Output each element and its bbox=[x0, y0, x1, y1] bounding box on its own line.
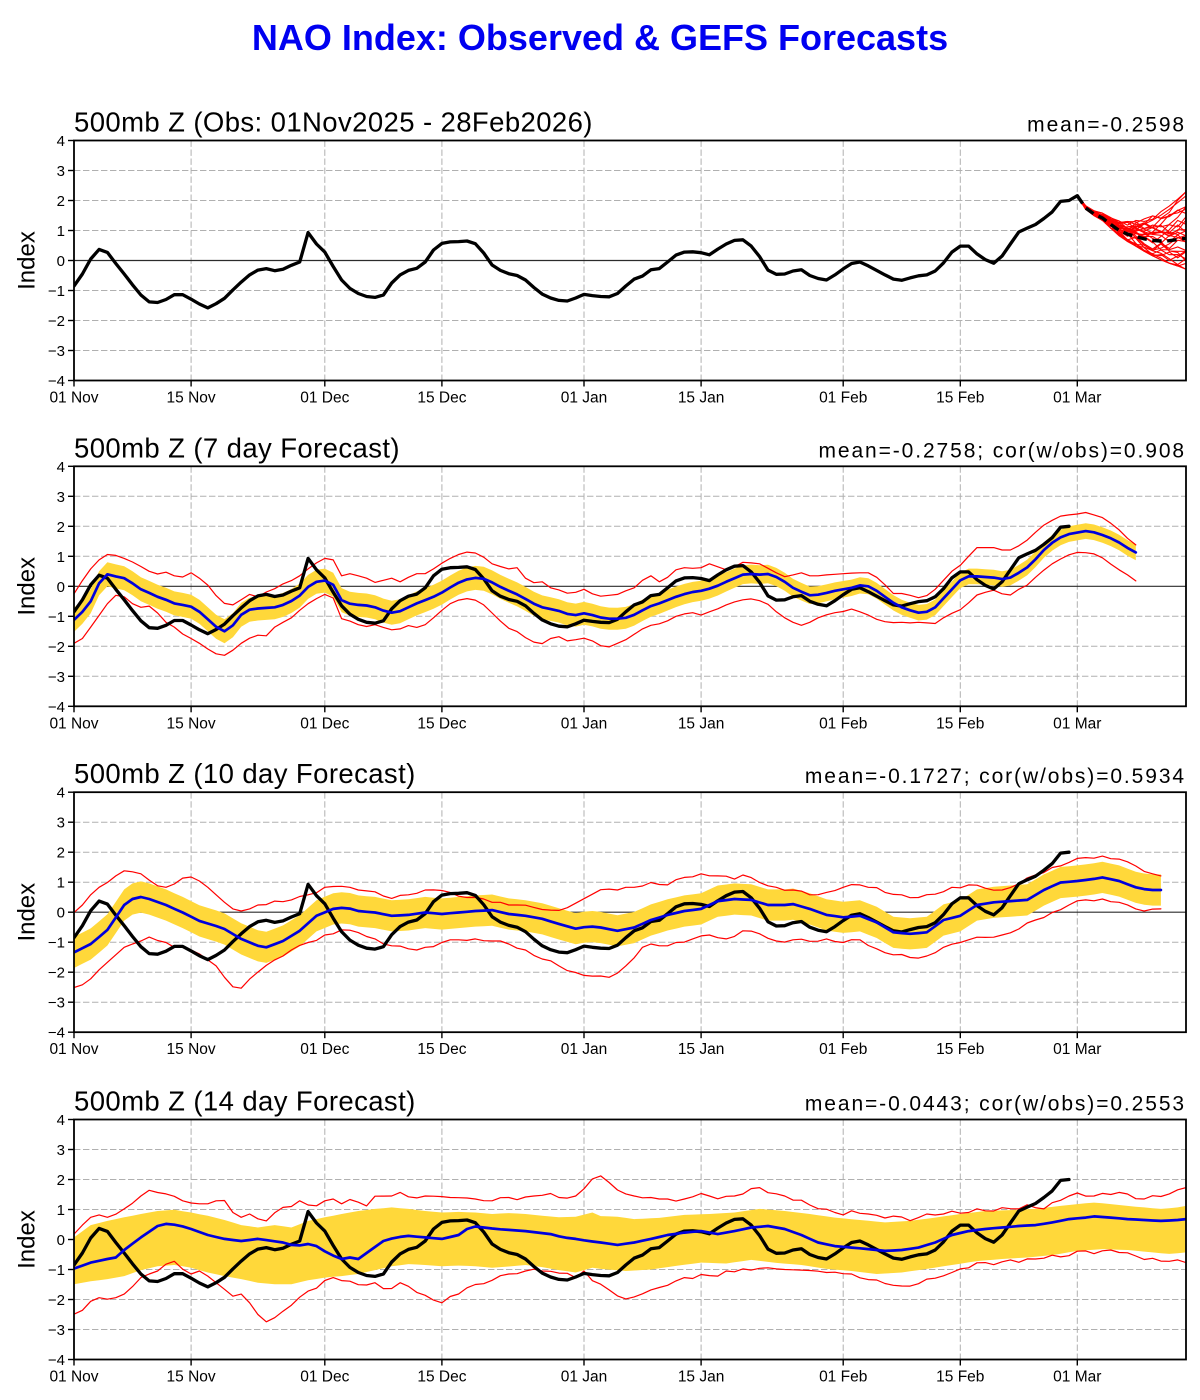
svg-text:500mb Z (14 day Forecast): 500mb Z (14 day Forecast) bbox=[74, 1086, 416, 1117]
svg-text:0: 0 bbox=[57, 253, 65, 270]
svg-text:−1: −1 bbox=[48, 1262, 65, 1279]
svg-text:15 Nov: 15 Nov bbox=[167, 1041, 216, 1058]
svg-text:15 Dec: 15 Dec bbox=[417, 1369, 466, 1386]
svg-text:01 Jan: 01 Jan bbox=[561, 1041, 608, 1058]
svg-text:1: 1 bbox=[57, 223, 65, 240]
svg-text:−3: −3 bbox=[48, 1322, 65, 1339]
svg-text:1: 1 bbox=[57, 875, 65, 892]
svg-text:15 Dec: 15 Dec bbox=[417, 715, 466, 732]
svg-text:15 Feb: 15 Feb bbox=[936, 1041, 984, 1058]
svg-text:500mb Z (7 day Forecast): 500mb Z (7 day Forecast) bbox=[74, 432, 400, 463]
svg-text:01 Nov: 01 Nov bbox=[49, 390, 98, 407]
svg-text:15 Jan: 15 Jan bbox=[678, 1369, 725, 1386]
svg-text:15 Feb: 15 Feb bbox=[936, 1369, 984, 1386]
svg-text:mean=-0.0443; cor(w/obs)=0.255: mean=-0.0443; cor(w/obs)=0.2553 bbox=[805, 1093, 1186, 1116]
svg-text:01 Feb: 01 Feb bbox=[819, 390, 867, 407]
svg-text:0: 0 bbox=[57, 579, 65, 596]
svg-text:3: 3 bbox=[57, 815, 65, 832]
svg-text:mean=-0.1727; cor(w/obs)=0.593: mean=-0.1727; cor(w/obs)=0.5934 bbox=[805, 765, 1186, 788]
svg-text:mean=-0.2598: mean=-0.2598 bbox=[1027, 114, 1186, 137]
svg-text:Index: Index bbox=[14, 557, 41, 616]
svg-text:−2: −2 bbox=[48, 313, 65, 330]
svg-text:NAO Index: Observed & GEFS For: NAO Index: Observed & GEFS Forecasts bbox=[252, 17, 948, 58]
svg-text:1: 1 bbox=[57, 549, 65, 566]
svg-text:−4: −4 bbox=[48, 1352, 65, 1369]
svg-text:3: 3 bbox=[57, 163, 65, 180]
svg-text:−3: −3 bbox=[48, 669, 65, 686]
svg-text:01 Dec: 01 Dec bbox=[300, 390, 349, 407]
svg-text:01 Dec: 01 Dec bbox=[300, 1369, 349, 1386]
svg-text:mean=-0.2758; cor(w/obs)=0.908: mean=-0.2758; cor(w/obs)=0.908 bbox=[818, 439, 1186, 462]
svg-text:01 Feb: 01 Feb bbox=[819, 1041, 867, 1058]
svg-text:2: 2 bbox=[57, 193, 65, 210]
svg-text:15 Feb: 15 Feb bbox=[936, 390, 984, 407]
svg-text:15 Dec: 15 Dec bbox=[417, 390, 466, 407]
svg-text:−2: −2 bbox=[48, 1292, 65, 1309]
svg-text:3: 3 bbox=[57, 1142, 65, 1159]
svg-text:−3: −3 bbox=[48, 343, 65, 360]
svg-text:01 Jan: 01 Jan bbox=[561, 390, 608, 407]
svg-text:01 Mar: 01 Mar bbox=[1053, 1369, 1101, 1386]
svg-text:15 Jan: 15 Jan bbox=[678, 1041, 725, 1058]
svg-text:01 Jan: 01 Jan bbox=[561, 715, 608, 732]
svg-text:01 Mar: 01 Mar bbox=[1053, 715, 1101, 732]
svg-text:01 Mar: 01 Mar bbox=[1053, 1041, 1101, 1058]
svg-text:01 Jan: 01 Jan bbox=[561, 1369, 608, 1386]
svg-text:0: 0 bbox=[57, 905, 65, 922]
svg-text:Index: Index bbox=[14, 231, 41, 290]
svg-text:500mb Z (Obs: 01Nov2025 - 28Fe: 500mb Z (Obs: 01Nov2025 - 28Feb2026) bbox=[74, 107, 593, 138]
svg-text:15 Nov: 15 Nov bbox=[167, 390, 216, 407]
svg-text:01 Feb: 01 Feb bbox=[819, 1369, 867, 1386]
svg-text:−3: −3 bbox=[48, 995, 65, 1012]
svg-text:−1: −1 bbox=[48, 935, 65, 952]
svg-text:−1: −1 bbox=[48, 283, 65, 300]
svg-text:01 Dec: 01 Dec bbox=[300, 1041, 349, 1058]
svg-text:−1: −1 bbox=[48, 609, 65, 626]
svg-text:−2: −2 bbox=[48, 639, 65, 656]
svg-text:Index: Index bbox=[14, 1210, 41, 1269]
svg-text:4: 4 bbox=[57, 459, 65, 476]
svg-text:15 Jan: 15 Jan bbox=[678, 715, 725, 732]
svg-text:15 Dec: 15 Dec bbox=[417, 1041, 466, 1058]
svg-text:15 Nov: 15 Nov bbox=[167, 1369, 216, 1386]
svg-text:1: 1 bbox=[57, 1202, 65, 1219]
svg-text:15 Nov: 15 Nov bbox=[167, 715, 216, 732]
svg-text:2: 2 bbox=[57, 1172, 65, 1189]
svg-text:01 Feb: 01 Feb bbox=[819, 715, 867, 732]
svg-text:4: 4 bbox=[57, 133, 65, 150]
svg-text:01 Nov: 01 Nov bbox=[49, 715, 98, 732]
svg-text:4: 4 bbox=[57, 785, 65, 802]
svg-text:500mb Z (10 day Forecast): 500mb Z (10 day Forecast) bbox=[74, 758, 416, 789]
svg-text:0: 0 bbox=[57, 1232, 65, 1249]
svg-text:2: 2 bbox=[57, 519, 65, 536]
svg-text:4: 4 bbox=[57, 1112, 65, 1129]
svg-text:01 Nov: 01 Nov bbox=[49, 1041, 98, 1058]
svg-text:−4: −4 bbox=[48, 699, 65, 716]
svg-text:01 Nov: 01 Nov bbox=[49, 1369, 98, 1386]
svg-text:Index: Index bbox=[14, 883, 41, 942]
svg-text:01 Dec: 01 Dec bbox=[300, 715, 349, 732]
svg-text:−4: −4 bbox=[48, 373, 65, 390]
svg-text:2: 2 bbox=[57, 845, 65, 862]
svg-text:15 Jan: 15 Jan bbox=[678, 390, 725, 407]
svg-text:−4: −4 bbox=[48, 1025, 65, 1042]
svg-text:01 Mar: 01 Mar bbox=[1053, 390, 1101, 407]
svg-text:3: 3 bbox=[57, 489, 65, 506]
svg-text:15 Feb: 15 Feb bbox=[936, 715, 984, 732]
svg-text:−2: −2 bbox=[48, 965, 65, 982]
